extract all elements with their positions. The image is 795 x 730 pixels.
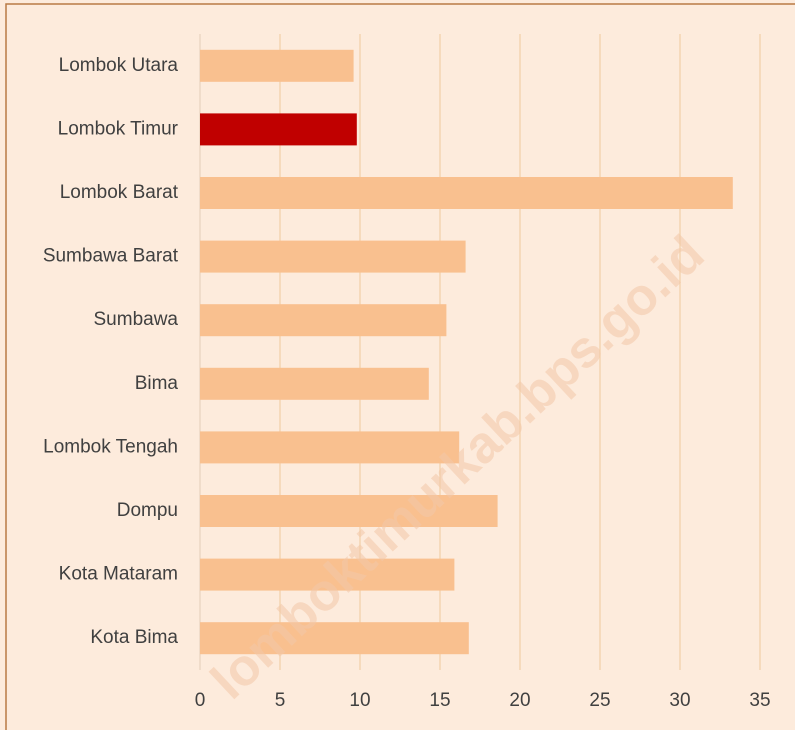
y-tick-label: Sumbawa Barat: [43, 246, 179, 267]
bar: [200, 304, 447, 337]
plot-area: 0 5 10 15 20 25 30 35 Lombok Utara Lombok Timur Lo…: [43, 34, 771, 711]
y-tick-label: Lombok Tengah: [43, 436, 178, 457]
x-tick-label: 5: [275, 690, 286, 711]
y-tick-label: Sumbawa: [94, 309, 179, 330]
y-tick-label: Lombok Utara: [59, 55, 179, 76]
bar: [200, 177, 733, 209]
x-tick-label: 10: [349, 690, 370, 711]
y-tick-label: Lombok Barat: [60, 182, 179, 203]
bar: [200, 367, 429, 400]
x-tick-label: 15: [429, 690, 450, 711]
bar: [200, 558, 455, 591]
y-tick-label: Kota Mataram: [59, 564, 178, 585]
bar: [200, 113, 357, 146]
x-tick-label: 0: [195, 690, 206, 711]
bar: [200, 49, 354, 82]
x-tick-label: 20: [509, 690, 530, 711]
bar: [200, 495, 498, 527]
y-tick-label: Bima: [135, 373, 179, 394]
x-tick-label: 25: [589, 690, 610, 711]
chart-frame: [5, 3, 795, 730]
x-tick-label: 35: [749, 690, 770, 711]
y-tick-label: Kota Bima: [90, 627, 178, 648]
y-tick-label: Lombok Timur: [58, 118, 179, 139]
bar: [200, 431, 460, 464]
bar: [200, 240, 466, 273]
x-tick-label: 30: [669, 690, 690, 711]
bar: [200, 622, 469, 655]
y-tick-label: Dompu: [117, 500, 178, 521]
